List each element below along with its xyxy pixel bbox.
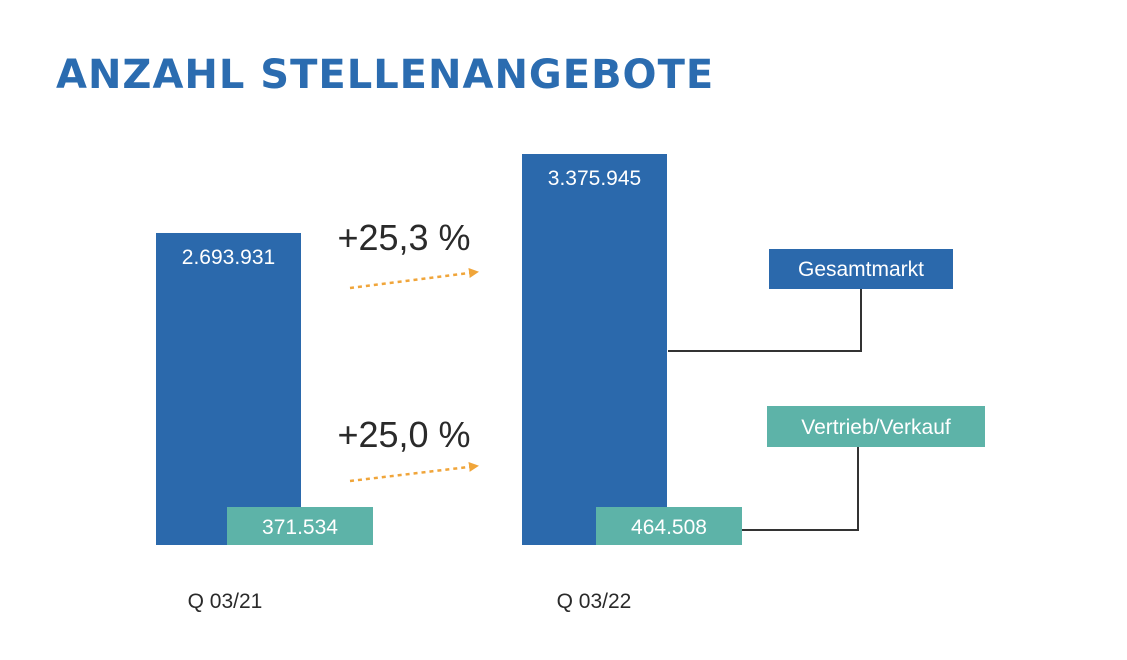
- change-label-2: +25,0 %: [337, 414, 470, 455]
- data-label-gesamtmarkt-1: 2.693.931: [182, 246, 275, 269]
- x-tick-label-1: Q 03/21: [188, 590, 263, 613]
- legend-box-gesamtmarkt: [769, 249, 953, 289]
- connector-vertrieb: [742, 447, 859, 531]
- x-tick-label-2: Q 03/22: [557, 590, 632, 613]
- bar-vertrieb-1: [227, 507, 373, 545]
- connector-gesamtmarkt: [668, 289, 862, 352]
- legend-label-vertrieb: Vertrieb/Verkauf: [801, 416, 951, 439]
- change-arrow-2: [349, 461, 479, 483]
- bar-gesamtmarkt-2: [522, 154, 667, 545]
- legend-label-gesamtmarkt: Gesamtmarkt: [798, 258, 924, 281]
- bar-gesamtmarkt-1: [156, 232, 301, 545]
- change-label-1: +25,3 %: [337, 217, 470, 258]
- data-label-gesamtmarkt-2: 3.375.945: [548, 167, 641, 190]
- change-arrow-1: [349, 268, 479, 290]
- data-label-vertrieb-2: 464.508: [631, 516, 707, 539]
- chart-title: ANZAHL STELLENANGEBOTE: [56, 52, 715, 98]
- legend-box-vertrieb: [767, 406, 985, 447]
- data-label-vertrieb-1: 371.534: [262, 516, 338, 539]
- bar-vertrieb-2: [596, 507, 742, 545]
